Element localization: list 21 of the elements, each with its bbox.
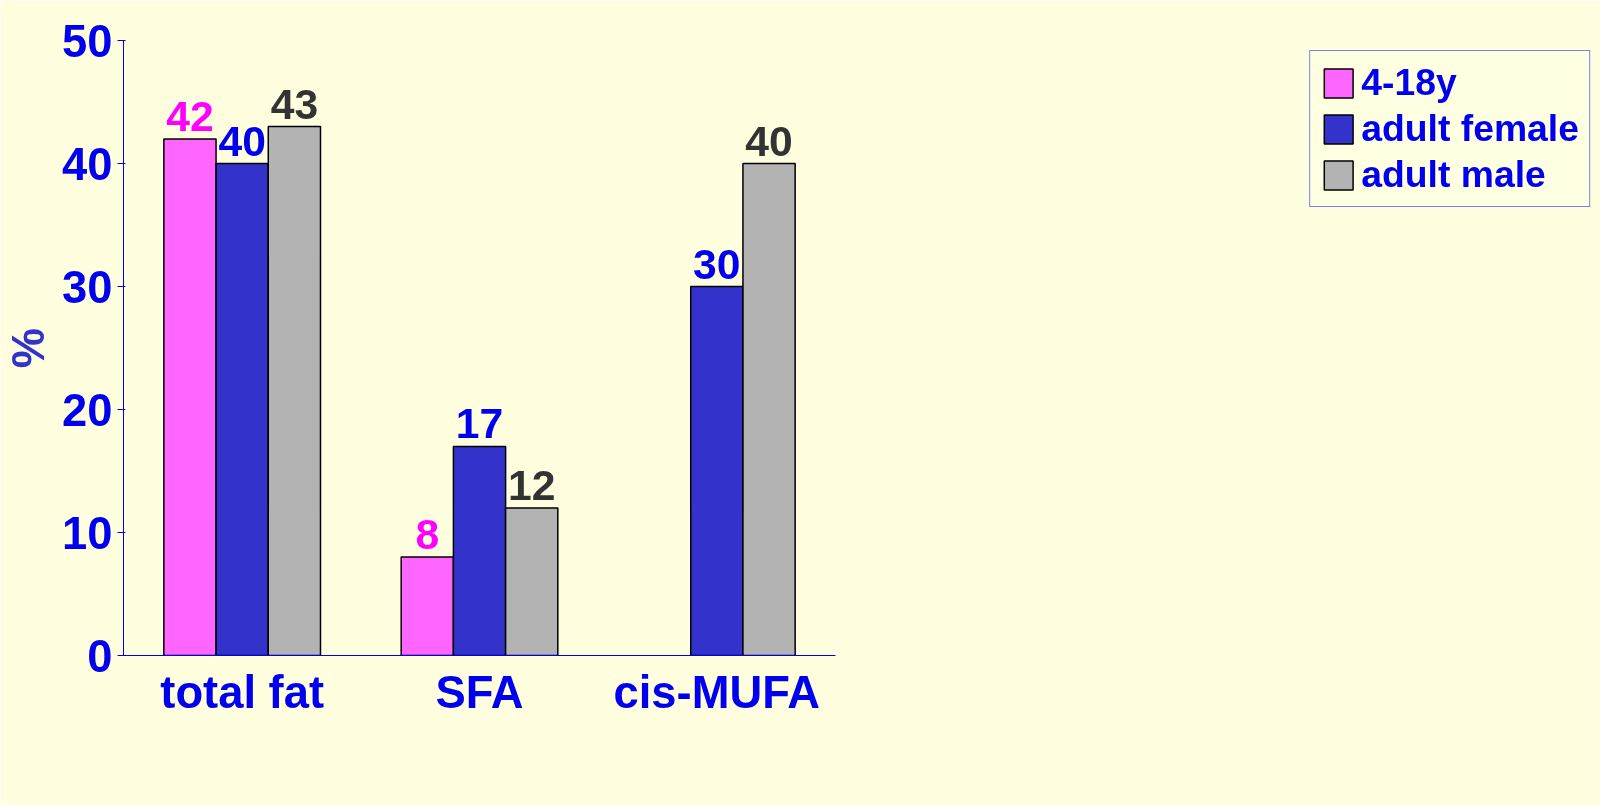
data-label: 8 bbox=[415, 510, 440, 559]
x-tick-label: cis-MUFA bbox=[613, 666, 821, 718]
y-tick-label: 10 bbox=[62, 507, 113, 559]
y-tick-label: 20 bbox=[62, 384, 113, 436]
y-tick-label: 50 bbox=[62, 15, 113, 67]
data-label: 40 bbox=[745, 116, 793, 165]
y-tick-label: 40 bbox=[62, 138, 113, 190]
y-tick-label: 30 bbox=[62, 261, 113, 313]
legend-label: adult male bbox=[1361, 153, 1546, 196]
legend-label: 4-18y bbox=[1361, 61, 1457, 104]
legend-label: adult female bbox=[1361, 107, 1579, 150]
data-label: 17 bbox=[455, 399, 504, 448]
x-tick-label: total fat bbox=[160, 666, 325, 718]
data-label: 40 bbox=[218, 116, 266, 165]
data-label: 42 bbox=[166, 91, 214, 140]
data-label: 30 bbox=[693, 239, 741, 288]
y-tick-label: 0 bbox=[87, 630, 113, 682]
data-label: 43 bbox=[270, 79, 319, 128]
data-label: 12 bbox=[507, 460, 556, 509]
y-axis-title: % bbox=[3, 327, 55, 369]
x-tick-label: SFA bbox=[435, 666, 524, 718]
